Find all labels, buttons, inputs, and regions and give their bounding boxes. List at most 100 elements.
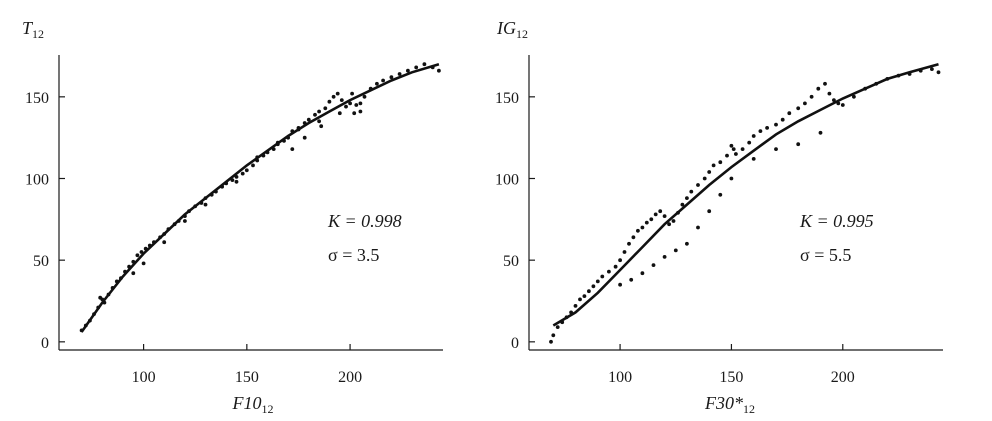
data-point — [600, 274, 605, 279]
data-point — [765, 126, 769, 130]
data-point — [711, 163, 716, 168]
data-point — [319, 124, 324, 129]
data-point — [414, 65, 419, 70]
right-panel: IG12 F30*12 K = 0.995 σ = 5.5 100 150 200 0… — [495, 18, 943, 416]
data-point — [751, 157, 756, 161]
y-tick-label: 0 — [511, 335, 519, 352]
x-tick-label: 150 — [235, 369, 259, 386]
data-point — [317, 119, 321, 124]
data-point — [381, 78, 385, 83]
data-point — [651, 263, 656, 267]
data-point — [718, 160, 723, 165]
data-point — [673, 248, 678, 253]
data-point — [729, 176, 734, 181]
data-point — [317, 109, 321, 114]
data-point — [618, 258, 622, 263]
data-point — [758, 129, 763, 134]
data-point — [671, 219, 676, 223]
data-point — [348, 101, 352, 106]
data-point — [131, 271, 136, 276]
y-tick-label: 150 — [495, 90, 519, 107]
data-point — [685, 196, 689, 201]
data-point — [658, 209, 663, 214]
y-tick-label: 50 — [503, 253, 519, 270]
data-point — [344, 104, 348, 109]
y-axis-label: IG12 — [496, 18, 528, 41]
data-point — [555, 325, 560, 329]
data-point — [389, 75, 394, 80]
data-point — [702, 176, 707, 181]
tick-group: 100 150 200 0 50 100 150 — [25, 90, 362, 386]
data-point — [729, 143, 734, 148]
data-point — [582, 294, 587, 298]
x-tick-label: 100 — [132, 369, 156, 386]
data-point — [627, 241, 631, 246]
data-point — [595, 279, 600, 284]
correlation-annotation: K = 0.995 — [799, 211, 874, 231]
fit-curve — [80, 62, 440, 333]
data-point — [662, 255, 667, 259]
data-point — [240, 171, 245, 176]
data-point — [234, 179, 239, 184]
data-point — [707, 170, 712, 174]
data-point — [302, 135, 307, 140]
data-point — [607, 269, 611, 274]
y-axis-label: T12 — [22, 18, 44, 41]
data-point — [731, 147, 736, 152]
data-point — [930, 67, 934, 71]
data-point — [244, 168, 249, 173]
data-point — [350, 91, 354, 96]
data-point — [718, 192, 723, 197]
data-point — [337, 111, 342, 116]
data-point — [323, 106, 328, 111]
data-point — [774, 147, 778, 152]
data-point — [823, 81, 827, 86]
data-point — [725, 153, 729, 158]
data-point — [551, 333, 556, 338]
data-point — [375, 81, 379, 86]
data-point — [313, 112, 317, 117]
data-point — [774, 122, 778, 127]
tick-group: 100 150 200 0 50 100 150 — [495, 90, 855, 386]
data-point — [653, 212, 658, 217]
sigma-annotation: σ = 3.5 — [328, 245, 379, 265]
data-point — [631, 235, 636, 240]
data-point — [331, 94, 336, 99]
data-point — [613, 264, 618, 269]
data-point — [358, 109, 363, 114]
x-axis-label: F1012 — [232, 393, 274, 416]
data-point — [203, 202, 208, 207]
data-point — [680, 202, 685, 207]
data-point — [397, 72, 402, 76]
data-point — [818, 130, 823, 135]
sigma-annotation: σ = 5.5 — [800, 245, 851, 265]
data-point — [640, 271, 645, 276]
data-point — [832, 98, 836, 102]
x-axis-label: F30*12 — [704, 393, 755, 416]
data-point — [689, 189, 694, 194]
data-point — [618, 282, 622, 287]
data-point — [803, 101, 807, 106]
data-point — [358, 101, 363, 106]
data-point — [649, 217, 654, 222]
data-point — [747, 140, 752, 145]
data-point — [640, 225, 645, 230]
correlation-annotation: K = 0.998 — [327, 211, 402, 231]
data-point — [644, 220, 649, 225]
data-point — [251, 163, 255, 168]
data-point — [362, 94, 367, 99]
y-tick-label: 100 — [25, 172, 49, 189]
data-point — [183, 219, 187, 223]
x-tick-label: 150 — [719, 369, 743, 386]
data-point — [780, 117, 785, 122]
data-point — [696, 183, 700, 187]
data-point — [840, 103, 845, 107]
left-panel: T12 F1012 K = 0.998 σ = 3.5 100 150 200 0 50… — [22, 18, 443, 416]
data-point — [354, 103, 359, 107]
data-point — [816, 86, 821, 91]
data-point — [162, 240, 167, 245]
y-tick-label: 50 — [33, 253, 49, 270]
data-point — [787, 111, 792, 116]
data-point — [936, 70, 941, 75]
